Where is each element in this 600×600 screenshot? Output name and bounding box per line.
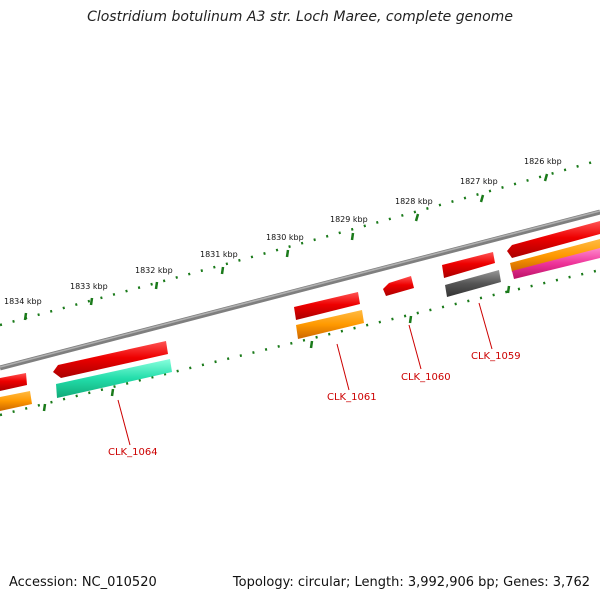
topology-label: Topology: circular; Length: 3,992,906 bp… xyxy=(232,575,590,590)
gene-feature[interactable] xyxy=(0,391,32,411)
genome-backbone xyxy=(0,209,600,371)
tick-label: 1826 kbp xyxy=(524,157,562,166)
gene-feature[interactable] xyxy=(442,252,495,278)
gene-feature[interactable] xyxy=(510,239,600,272)
gene-label-clk-1059[interactable]: CLK_1059 xyxy=(471,351,521,362)
gene-label-clk-1064[interactable]: CLK_1064 xyxy=(108,447,158,458)
map-title: Clostridium botulinum A3 str. Loch Maree… xyxy=(87,9,513,25)
tick-label: 1827 kbp xyxy=(460,177,498,186)
gene-feature[interactable] xyxy=(56,359,172,398)
outer-tick-ring xyxy=(0,158,600,327)
gene-feature[interactable] xyxy=(53,341,168,378)
gene-feature[interactable] xyxy=(296,310,364,339)
tick-label: 1830 kbp xyxy=(266,233,304,242)
cds-track xyxy=(0,221,600,391)
feature-track xyxy=(0,239,600,411)
tick-label: 1834 kbp xyxy=(4,297,42,306)
inner-major-ticks xyxy=(42,285,511,412)
callout-lines xyxy=(117,302,493,446)
tick-label: 1831 kbp xyxy=(200,250,238,259)
gene-feature[interactable] xyxy=(445,270,501,297)
gene-feature[interactable] xyxy=(294,292,360,320)
tick-label: 1829 kbp xyxy=(330,215,368,224)
gene-feature[interactable] xyxy=(0,373,27,391)
tick-label: 1833 kbp xyxy=(70,282,108,291)
gene-feature[interactable] xyxy=(512,248,600,279)
major-ticks xyxy=(23,173,549,321)
tick-label: 1832 kbp xyxy=(135,266,173,275)
gene-feature[interactable] xyxy=(507,221,600,258)
gene-label-clk-1061[interactable]: CLK_1061 xyxy=(327,392,377,403)
gene-label-clk-1060[interactable]: CLK_1060 xyxy=(401,372,451,383)
accession-label: Accession: NC_010520 xyxy=(9,575,157,590)
gene-feature[interactable] xyxy=(383,276,414,296)
tick-label: 1828 kbp xyxy=(395,197,433,206)
